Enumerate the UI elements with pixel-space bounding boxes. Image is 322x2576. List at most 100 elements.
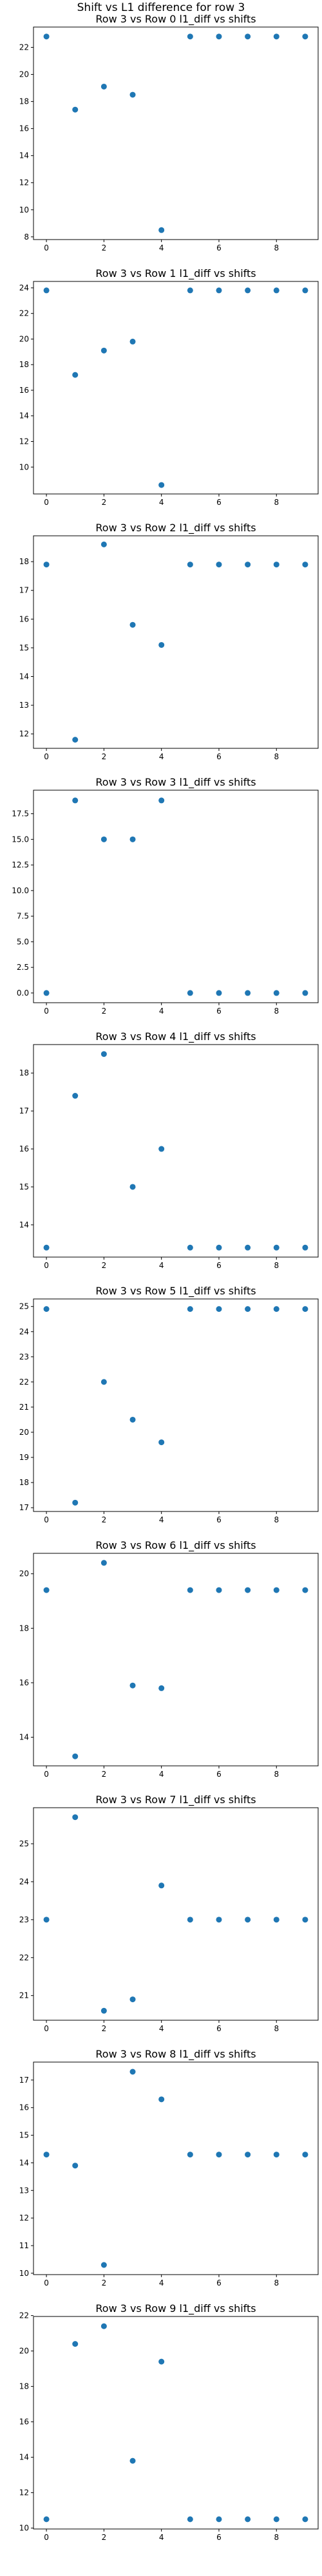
data-point	[129, 1682, 136, 1689]
data-point	[72, 372, 79, 378]
x-tick-label: 2	[102, 498, 107, 507]
axes-frame	[33, 790, 319, 1003]
y-tick-label: 12	[19, 437, 29, 446]
subplot-title: Row 3 vs Row 7 l1_diff vs shifts	[95, 1794, 256, 1806]
data-point	[273, 990, 279, 996]
y-tick-label: 17	[19, 1106, 29, 1115]
subplot-title: Row 3 vs Row 3 l1_diff vs shifts	[95, 776, 256, 789]
subplot-title: Row 3 vs Row 9 l1_diff vs shifts	[95, 2302, 256, 2315]
x-tick-label: 2	[102, 2533, 107, 2542]
data-point	[216, 2152, 222, 2158]
subplot-0: Row 3 vs Row 0 l1_diff vs shifts 0 2 4 6 8 8 10…	[19, 13, 319, 252]
x-tick-label: 0	[44, 243, 49, 252]
y-tick-label: 8	[24, 232, 29, 242]
data-point	[187, 287, 193, 294]
axes-frame	[33, 281, 319, 495]
y-tick-label: 5.0	[17, 937, 29, 946]
data-point	[158, 482, 165, 488]
data-point	[72, 1753, 79, 1759]
data-point	[216, 990, 222, 996]
x-tick-label: 0	[44, 498, 49, 507]
x-tick-label: 2	[102, 1007, 107, 1016]
data-point	[187, 2152, 193, 2158]
data-point	[187, 1306, 193, 1312]
y-tick-label: 15	[19, 2131, 29, 2140]
y-tick-label: 15	[19, 643, 29, 652]
data-point	[72, 2163, 79, 2169]
subplot-2: Row 3 vs Row 2 l1_diff vs shifts 0 2 4 6 8 12 1…	[19, 522, 319, 761]
x-tick-label: 0	[44, 2533, 49, 2542]
data-point	[72, 737, 79, 743]
data-point	[245, 1587, 251, 1593]
x-tick-label: 2	[102, 2024, 107, 2033]
x-tick-label: 4	[159, 2024, 164, 2033]
data-point	[158, 2096, 165, 2103]
y-tick-label: 24	[19, 1877, 29, 1886]
y-tick-label: 24	[19, 283, 29, 292]
axes-frame	[33, 2316, 319, 2530]
data-point	[72, 1499, 79, 1506]
data-point	[100, 2262, 107, 2268]
y-tick-label: 17.5	[12, 810, 29, 819]
data-point	[302, 1244, 308, 1251]
y-tick-label: 17	[19, 1503, 29, 1512]
data-point	[273, 1587, 279, 1593]
x-tick-label: 6	[216, 498, 222, 507]
data-point	[245, 562, 251, 568]
y-tick-label: 25	[19, 1302, 29, 1311]
data-point	[273, 33, 279, 40]
data-point	[43, 287, 50, 294]
x-tick-label: 2	[102, 1261, 107, 1270]
data-point	[245, 2516, 251, 2523]
data-point	[216, 1917, 222, 1923]
x-tick-label: 8	[274, 1770, 279, 1779]
x-tick-label: 4	[159, 2533, 164, 2542]
data-point	[158, 797, 165, 804]
y-tick-label: 12	[19, 178, 29, 187]
x-tick-label: 6	[216, 752, 222, 761]
x-tick-label: 8	[274, 2533, 279, 2542]
y-tick-label: 10	[19, 462, 29, 471]
data-point	[302, 1917, 308, 1923]
axes-frame	[33, 26, 319, 240]
y-tick-label: 20	[19, 70, 29, 79]
x-tick-label: 8	[274, 2024, 279, 2033]
data-point	[302, 562, 308, 568]
data-point	[43, 1244, 50, 1251]
x-tick-label: 6	[216, 1007, 222, 1016]
data-point	[187, 1244, 193, 1251]
data-point	[245, 287, 251, 294]
data-point	[43, 1587, 50, 1593]
x-tick-label: 2	[102, 752, 107, 761]
y-tick-label: 10	[19, 205, 29, 214]
data-point	[273, 562, 279, 568]
x-tick-label: 6	[216, 2024, 222, 2033]
data-point	[216, 1244, 222, 1251]
data-point	[158, 1882, 165, 1889]
axes-frame	[33, 1807, 319, 2021]
data-point	[187, 33, 193, 40]
data-point	[129, 338, 136, 345]
x-tick-label: 4	[159, 1007, 164, 1016]
y-tick-label: 14	[19, 2158, 29, 2167]
data-point	[216, 287, 222, 294]
data-point	[158, 1685, 165, 1691]
x-tick-label: 6	[216, 2278, 222, 2287]
y-tick-label: 18	[19, 1068, 29, 1077]
x-tick-label: 4	[159, 2278, 164, 2287]
data-point	[302, 1306, 308, 1312]
x-tick-label: 4	[159, 1770, 164, 1779]
subplot-title: Row 3 vs Row 2 l1_diff vs shifts	[95, 522, 256, 535]
x-tick-label: 4	[159, 1261, 164, 1270]
y-tick-label: 14	[19, 672, 29, 681]
data-point	[158, 2358, 165, 2365]
axes-frame	[33, 1553, 319, 1766]
y-tick-label: 22	[19, 43, 29, 52]
y-tick-label: 15	[19, 1182, 29, 1191]
y-tick-label: 13	[19, 701, 29, 710]
y-tick-label: 17	[19, 2076, 29, 2085]
data-point	[129, 2458, 136, 2464]
x-tick-label: 0	[44, 2278, 49, 2287]
